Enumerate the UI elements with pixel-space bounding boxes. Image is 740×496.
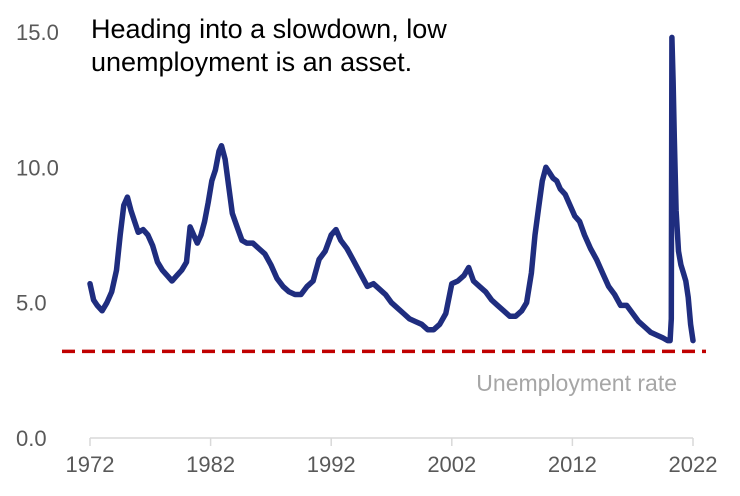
label-group: 1972 1982 1992 2002 2012 2022 15.0 10.0 5.0 0.0 Un… <box>16 14 717 477</box>
y-tick-label: 10.0 <box>16 155 59 180</box>
y-tick-label: 5.0 <box>16 291 47 316</box>
x-tick-label: 1992 <box>307 452 356 477</box>
unemployment-rate-series-line <box>87 34 696 344</box>
x-tick-label: 1972 <box>66 452 115 477</box>
y-tick-label: 0.0 <box>16 426 47 451</box>
x-tick-label: 2002 <box>427 452 476 477</box>
x-tick-label: 2012 <box>548 452 597 477</box>
y-tick-label: 15.0 <box>16 20 59 45</box>
series-group <box>87 34 696 344</box>
chart-title-line: unemployment is an asset. <box>91 47 412 77</box>
chart-title-line: Heading into a slowdown, low <box>91 14 447 44</box>
axis-group <box>89 437 694 446</box>
series-annotation-label: Unemployment rate <box>476 370 677 396</box>
x-tick-label: 2022 <box>669 452 718 477</box>
x-tick-label: 1982 <box>186 452 235 477</box>
